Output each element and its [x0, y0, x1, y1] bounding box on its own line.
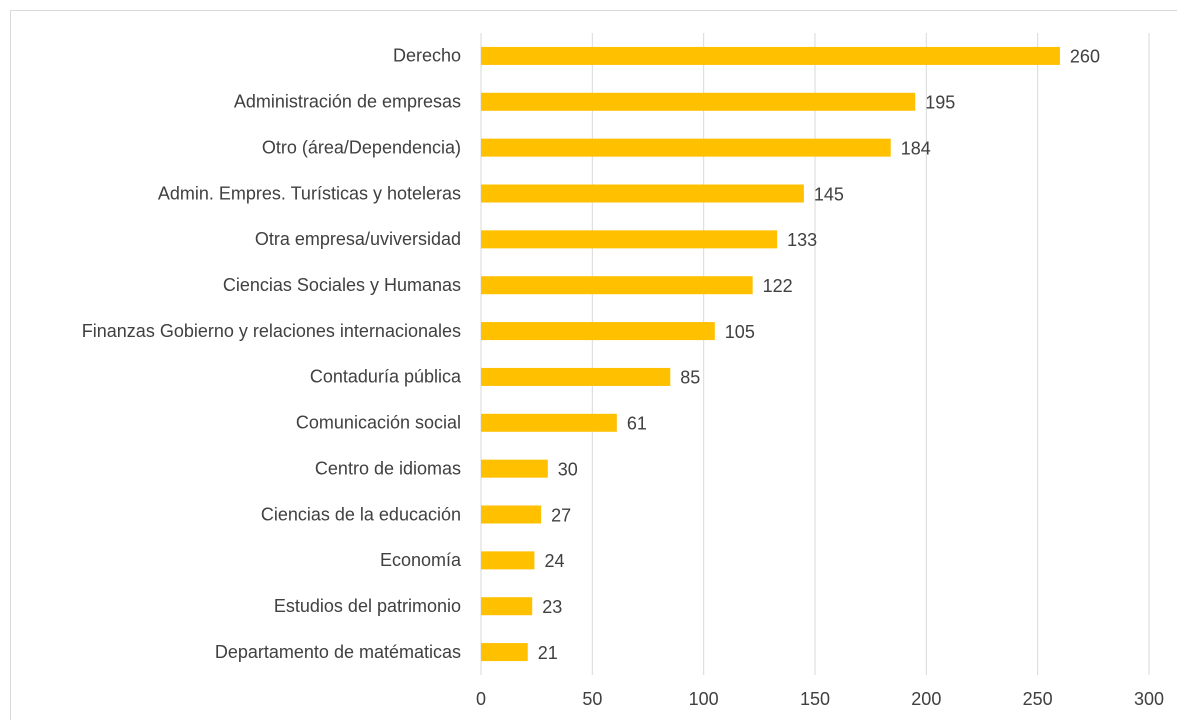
y-tick-label: Comunicación social [296, 413, 461, 433]
data-label: 61 [627, 414, 647, 434]
y-tick-label: Otro (área/Dependencia) [262, 137, 461, 157]
data-label: 260 [1070, 47, 1100, 67]
bar [481, 460, 548, 478]
data-label: 27 [551, 505, 571, 525]
y-tick-label: Ciencias de la educación [261, 504, 461, 524]
data-label: 24 [544, 551, 564, 571]
x-tick-label: 0 [476, 689, 486, 709]
bar [481, 643, 528, 661]
data-label: 145 [814, 184, 844, 204]
x-tick-label: 150 [800, 689, 830, 709]
y-tick-label: Finanzas Gobierno y relaciones internaci… [82, 321, 461, 341]
bar [481, 276, 753, 294]
x-tick-label: 200 [911, 689, 941, 709]
bar [481, 230, 777, 248]
bar [481, 551, 534, 569]
y-tick-label: Centro de idiomas [315, 458, 461, 478]
y-tick-label: Otra empresa/uviversidad [255, 229, 461, 249]
data-label: 195 [925, 93, 955, 113]
bar [481, 139, 891, 157]
x-tick-label: 50 [582, 689, 602, 709]
y-tick-label: Administración de empresas [234, 92, 461, 112]
x-tick-label: 250 [1023, 689, 1053, 709]
data-label: 184 [901, 138, 931, 158]
data-label: 30 [558, 459, 578, 479]
y-tick-label: Admin. Empres. Turísticas y hoteleras [158, 183, 461, 203]
data-label: 105 [725, 322, 755, 342]
bar [481, 185, 804, 203]
bar [481, 93, 915, 111]
data-label: 21 [538, 643, 558, 663]
bar [481, 506, 541, 524]
bar [481, 597, 532, 615]
data-label: 85 [680, 368, 700, 388]
y-tick-label: Departamento de matématicas [215, 642, 461, 662]
x-tick-label: 300 [1134, 689, 1164, 709]
y-tick-label: Contaduría pública [310, 367, 462, 387]
bar [481, 414, 617, 432]
y-tick-label: Derecho [393, 46, 461, 66]
y-tick-label: Economía [380, 550, 462, 570]
bar [481, 368, 670, 386]
chart-frame [11, 11, 1177, 721]
data-label: 133 [787, 230, 817, 250]
y-tick-label: Estudios del patrimonio [274, 596, 461, 616]
x-tick-label: 100 [689, 689, 719, 709]
data-label: 122 [763, 276, 793, 296]
data-label: 23 [542, 597, 562, 617]
bar [481, 47, 1060, 65]
bar [481, 322, 715, 340]
y-tick-label: Ciencias Sociales y Humanas [223, 275, 461, 295]
